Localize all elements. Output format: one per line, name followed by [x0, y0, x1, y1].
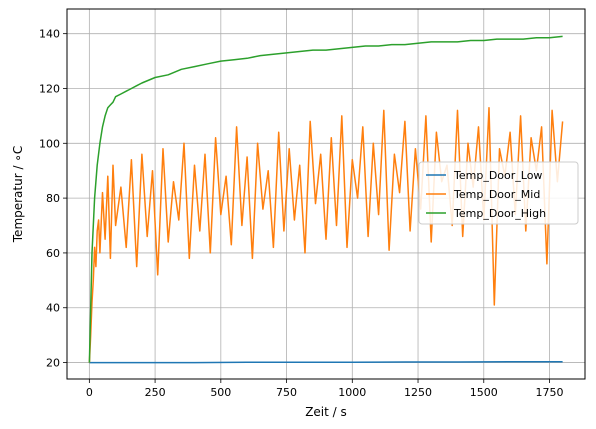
x-tick-label: 250: [145, 386, 166, 399]
x-tick-label: 1750: [536, 386, 564, 399]
legend-label-mid: Temp_Door_Mid: [453, 188, 540, 201]
x-tick-label: 1250: [404, 386, 432, 399]
x-axis-ticks: 0 250 500 750 1000 1250 1500 1750: [86, 379, 564, 399]
y-tick-label: 80: [46, 192, 60, 205]
y-tick-label: 140: [39, 28, 60, 41]
y-axis-label: Temperatur / ∘C: [11, 146, 25, 243]
x-tick-label: 1500: [470, 386, 498, 399]
y-tick-label: 20: [46, 357, 60, 370]
x-tick-label: 500: [210, 386, 231, 399]
y-tick-label: 120: [39, 82, 60, 95]
x-tick-label: 1000: [338, 386, 366, 399]
series-line-high: [88, 35, 563, 363]
legend: Temp_Door_Low Temp_Door_Mid Temp_Door_Hi…: [418, 161, 579, 225]
legend-label-high: Temp_Door_High: [453, 207, 546, 220]
x-axis-label: Zeit / s: [305, 405, 347, 419]
y-axis-ticks: 20 40 60 80 100 120 140: [39, 28, 67, 370]
plot-frame: [66, 8, 586, 380]
x-tick-label: 750: [276, 386, 297, 399]
legend-box: [418, 161, 579, 225]
y-tick-label: 100: [39, 137, 60, 150]
y-tick-label: 60: [46, 247, 60, 260]
y-tick-label: 40: [46, 302, 60, 315]
series-line-low: [89, 360, 563, 364]
x-tick-label: 0: [86, 386, 93, 399]
legend-label-low: Temp_Door_Low: [453, 169, 542, 182]
series-line-mid: [88, 106, 564, 363]
series-lines: [88, 35, 564, 364]
